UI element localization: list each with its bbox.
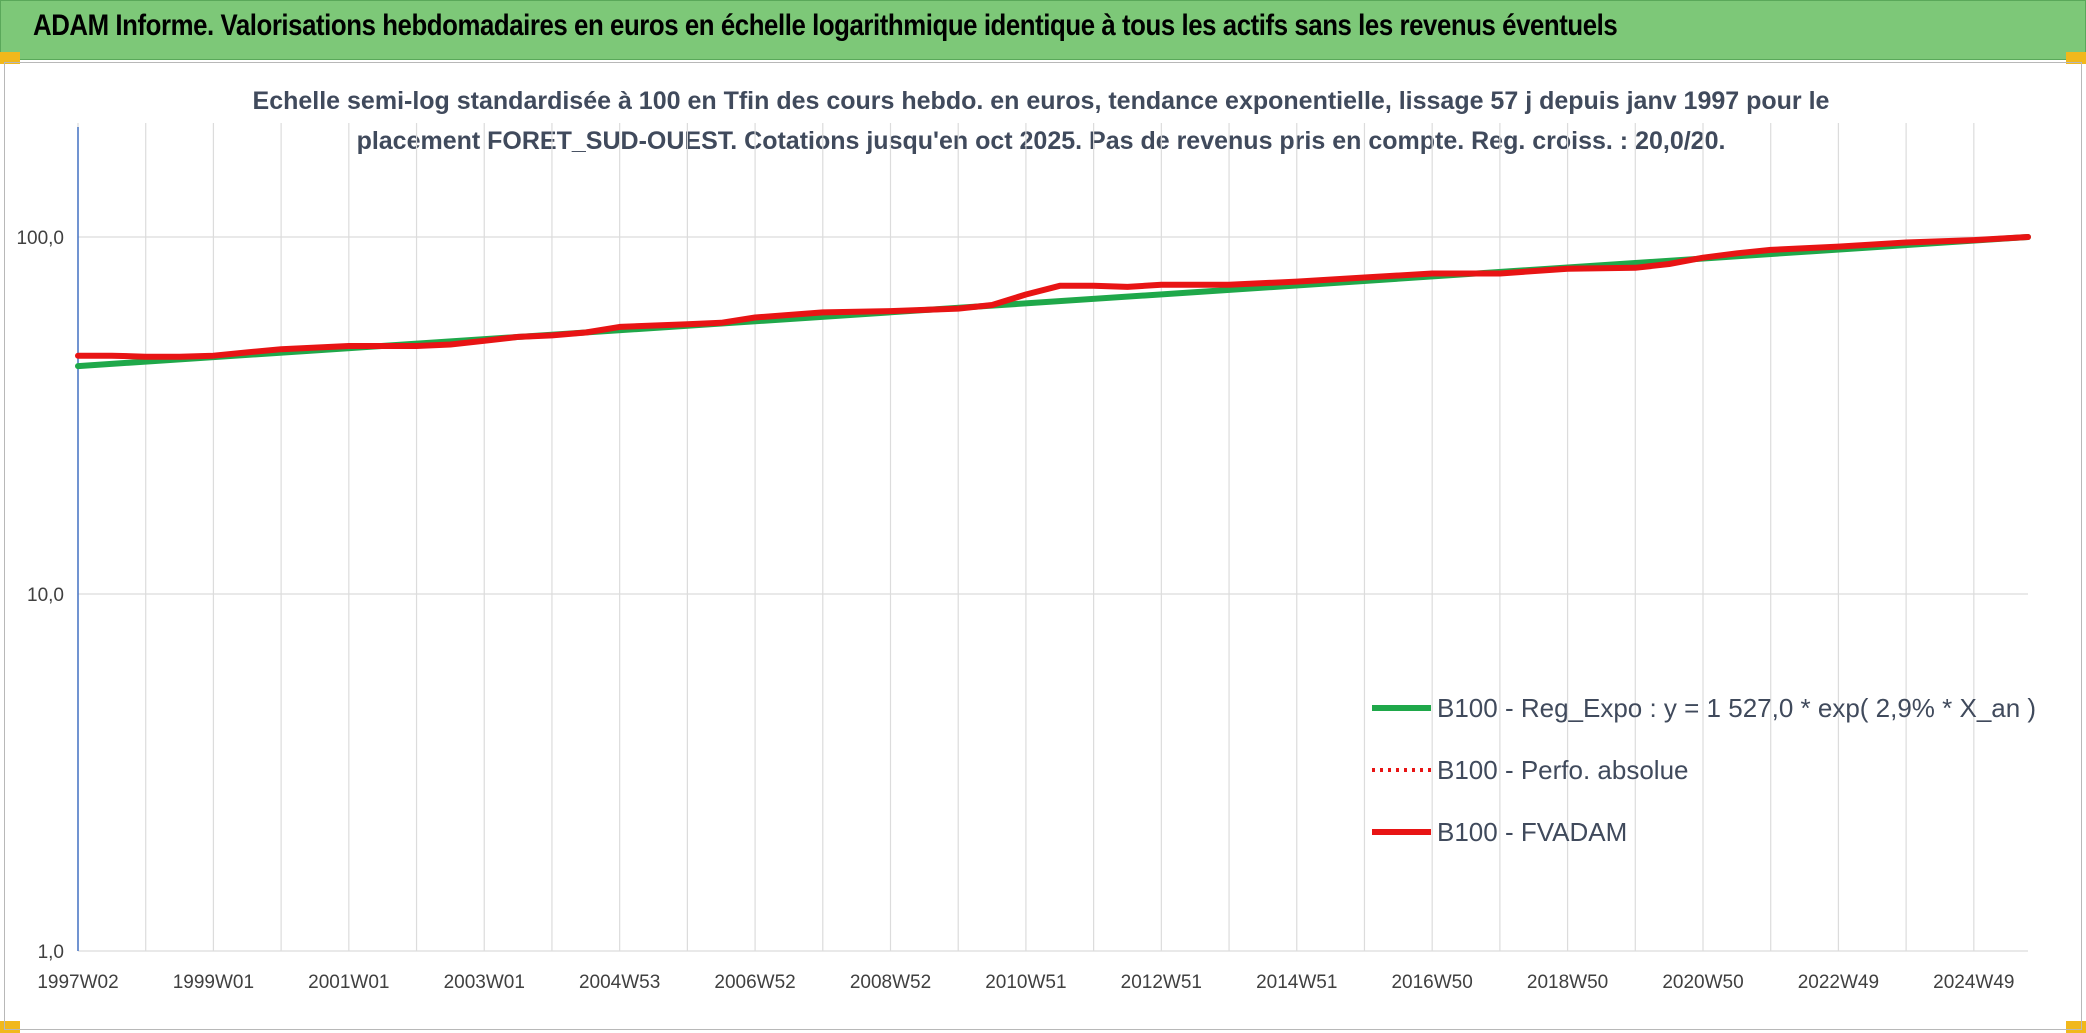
log-line-chart: Echelle semi-log standardisée à 100 en T… [16, 87, 2036, 993]
axes: 100,0 10,0 1,0 1997W02 1999W01 2001W01 2003W01… [16, 127, 2015, 993]
x-tick-label: 2024W49 [1933, 972, 2014, 993]
legend-label-fvadam: B100 - FVADAM [1437, 817, 1627, 847]
x-tick-label: 2020W50 [1662, 972, 1743, 993]
x-tick-label: 2008W52 [850, 972, 931, 993]
x-tick-label: 2006W52 [714, 972, 795, 993]
x-tick-label: 2004W53 [579, 972, 660, 993]
y-tick-label: 10,0 [27, 585, 64, 606]
legend-label-perfo-absolue: B100 - Perfo. absolue [1437, 755, 1689, 785]
x-tick-label: 2003W01 [444, 972, 525, 993]
x-tick-label: 2010W51 [985, 972, 1066, 993]
chart-frame: Echelle semi-log standardisée à 100 en T… [4, 62, 2082, 1030]
legend: B100 - Reg_Expo : y = 1 527,0 * exp( 2,9… [1372, 693, 2036, 847]
legend-label-trend: B100 - Reg_Expo : y = 1 527,0 * exp( 2,9… [1437, 693, 2036, 723]
x-tick-label: 1999W01 [173, 972, 254, 993]
x-tick-label: 2016W50 [1391, 972, 1472, 993]
x-tick-label: 2018W50 [1527, 972, 1608, 993]
y-tick-label: 1,0 [38, 942, 64, 963]
x-tick-label: 1997W02 [37, 972, 118, 993]
corner-marker-bottom-left [0, 1021, 20, 1033]
page-title: ADAM Informe. Valorisations hebdomadaire… [33, 9, 1618, 42]
chart-subtitle-line-1: Echelle semi-log standardisée à 100 en T… [253, 87, 1830, 115]
corner-marker-top-right [2066, 52, 2086, 64]
x-tick-label: 2014W51 [1256, 972, 1337, 993]
series-line-2 [75, 234, 2031, 360]
title-banner: ADAM Informe. Valorisations hebdomadaire… [0, 0, 2086, 60]
y-tick-label: 100,0 [16, 228, 64, 249]
chart-subtitle-line-2: placement FORET_SUD-OUEST. Cotations jus… [357, 127, 1726, 155]
x-tick-label: 2001W01 [308, 972, 389, 993]
x-tick-label: 2022W49 [1798, 972, 1879, 993]
gridlines [77, 123, 2028, 952]
series-lines [75, 234, 2031, 370]
x-tick-label: 2012W51 [1121, 972, 1202, 993]
corner-marker-top-left [0, 52, 20, 64]
